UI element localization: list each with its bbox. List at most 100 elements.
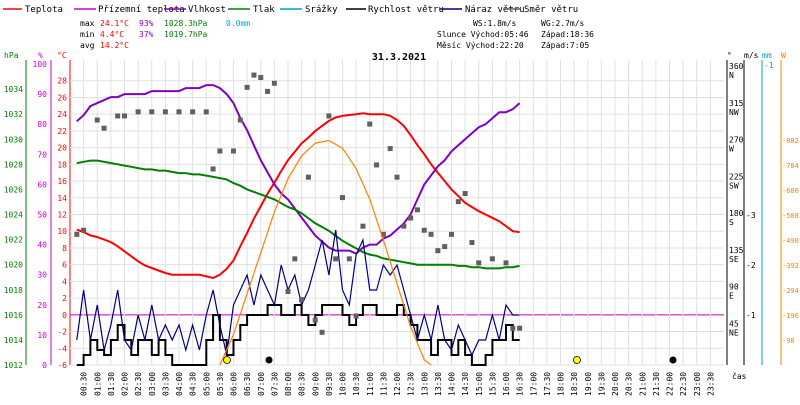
solar-tick-label: -882 xyxy=(782,137,799,145)
wind-direction-point xyxy=(462,191,468,196)
solar-tick-label: -784 xyxy=(782,162,799,170)
wind-direction-point xyxy=(74,231,80,237)
temp-tick-label: 14 xyxy=(57,194,67,203)
pressure-tick-label: 1018 xyxy=(4,286,23,295)
wind-speed-line xyxy=(76,304,520,366)
wind-tick-label: -3 xyxy=(746,211,756,220)
time-axis-label: čas xyxy=(732,371,747,381)
direction-tick-deg: 315 xyxy=(729,99,744,108)
solar-tick-label: -98 xyxy=(782,337,795,345)
legend-label: Rychlost větru xyxy=(368,5,444,15)
wind-direction-point xyxy=(489,256,495,262)
legend-label: Teplota xyxy=(25,5,63,15)
direction-tick-deg: 180 xyxy=(729,209,744,218)
wind-direction-point xyxy=(517,325,523,331)
wind-direction-point xyxy=(442,244,448,250)
axis-ticks: -6-4-20246810121416182022242628010203040… xyxy=(4,60,799,370)
direction-tick-deg: 360 xyxy=(729,62,744,71)
solar-tick-label: -196 xyxy=(782,312,799,320)
wind-direction-point xyxy=(203,109,209,115)
temp-tick-label: 24 xyxy=(57,110,67,119)
legend-label: Směr větru xyxy=(524,5,578,15)
time-tick-label: 20:30 xyxy=(625,372,634,396)
humidity-tick-label: 90 xyxy=(37,90,47,99)
stats-min-temp: 4.4°C xyxy=(100,30,124,39)
stats-avg-label: avg xyxy=(80,41,95,50)
stats-max-rain: 0.0mm xyxy=(226,19,250,28)
time-tick-label: 11:00 xyxy=(366,372,375,396)
stats-min-label: min xyxy=(80,30,95,39)
wind-direction-point xyxy=(122,113,127,119)
info-moonset: Západ:7:05 xyxy=(541,41,589,50)
wind-direction-point xyxy=(162,109,168,115)
direction-tick-name: N xyxy=(729,71,734,80)
wind-direction-point xyxy=(401,223,407,229)
time-tick-label: 14:00 xyxy=(448,372,457,396)
wind-direction-point xyxy=(455,199,461,205)
stats-min-pressure: 1019.7hPa xyxy=(164,30,208,39)
direction-tick-deg: 45 xyxy=(729,319,739,328)
legend: Teplota Přízemní teplota Vlhkost Tlak Sr… xyxy=(3,5,578,15)
time-tick-label: 17:00 xyxy=(529,372,538,396)
rain-tick-label: -1 xyxy=(764,61,774,70)
time-tick-label: 10:30 xyxy=(352,372,361,396)
time-tick-label: 23:00 xyxy=(693,372,702,396)
time-tick-label: 15:00 xyxy=(475,372,484,396)
temp-tick-label: 0 xyxy=(62,311,67,320)
wind-tick-label: -2 xyxy=(746,261,756,270)
humidity-tick-label: 60 xyxy=(37,180,47,189)
temp-tick-label: 4 xyxy=(62,277,67,286)
time-tick-label: 21:00 xyxy=(638,372,647,396)
wind-direction-point xyxy=(244,84,250,90)
wind-direction-point xyxy=(326,113,332,119)
wind-direction-point xyxy=(210,166,216,172)
wind-direction-point xyxy=(340,195,345,201)
wind-direction-point xyxy=(353,313,359,319)
solar-unit: W xyxy=(781,51,786,60)
legend-item-pressure: Tlak xyxy=(228,5,275,15)
time-tick-label: 20:00 xyxy=(611,372,620,396)
time-tick-label: 06:30 xyxy=(243,372,252,396)
temperature-line xyxy=(76,112,520,280)
rain-unit: mm xyxy=(762,51,772,60)
humidity-line xyxy=(76,84,521,255)
time-tick-label: 10:00 xyxy=(339,372,348,396)
wind-direction-point xyxy=(387,146,393,152)
direction-tick-name: W xyxy=(729,145,734,154)
temp-tick-label: -6 xyxy=(57,361,67,370)
legend-item-gust: Náraz větru xyxy=(440,5,525,15)
pressure-tick-label: 1030 xyxy=(4,135,23,144)
info-wind-gust: WG:2.7m/s xyxy=(541,19,585,28)
wind-direction-point xyxy=(81,227,87,233)
time-tick-label: 07:30 xyxy=(270,372,279,396)
wind-direction-point xyxy=(237,117,243,123)
wind-direction-point xyxy=(258,75,264,81)
time-tick-label: 11:30 xyxy=(379,372,388,396)
direction-tick-name: NE xyxy=(729,328,739,337)
pressure-tick-label: 1020 xyxy=(4,261,23,270)
wind-direction-point xyxy=(305,174,311,180)
moonrise-marker xyxy=(669,356,677,364)
legend-item-wind: Rychlost větru xyxy=(346,5,444,15)
wind-gust-line xyxy=(76,229,520,357)
wind-direction-point xyxy=(367,121,373,127)
temp-tick-label: 2 xyxy=(62,294,67,303)
legend-item-dew: Přízemní teplota xyxy=(74,5,185,15)
wind-direction-point xyxy=(312,317,318,323)
direction-tick-name: SE xyxy=(729,255,739,264)
wind-direction-point xyxy=(408,215,414,221)
moonset-marker xyxy=(265,356,273,364)
sun-moon-markers xyxy=(223,356,677,364)
time-tick-label: 05:00 xyxy=(202,372,211,396)
time-tick-label: 16:00 xyxy=(502,372,511,396)
pressure-line xyxy=(76,159,520,270)
wind-direction-point xyxy=(414,207,420,213)
axis-lines xyxy=(25,60,782,365)
wind-direction-point xyxy=(510,325,516,331)
wind-direction-point xyxy=(428,231,434,237)
wind-direction-point xyxy=(380,231,386,237)
wind-direction-point xyxy=(346,256,352,262)
legend-label: Tlak xyxy=(253,5,275,15)
wind-direction-point xyxy=(149,109,155,115)
time-tick-label: 02:00 xyxy=(121,372,130,396)
